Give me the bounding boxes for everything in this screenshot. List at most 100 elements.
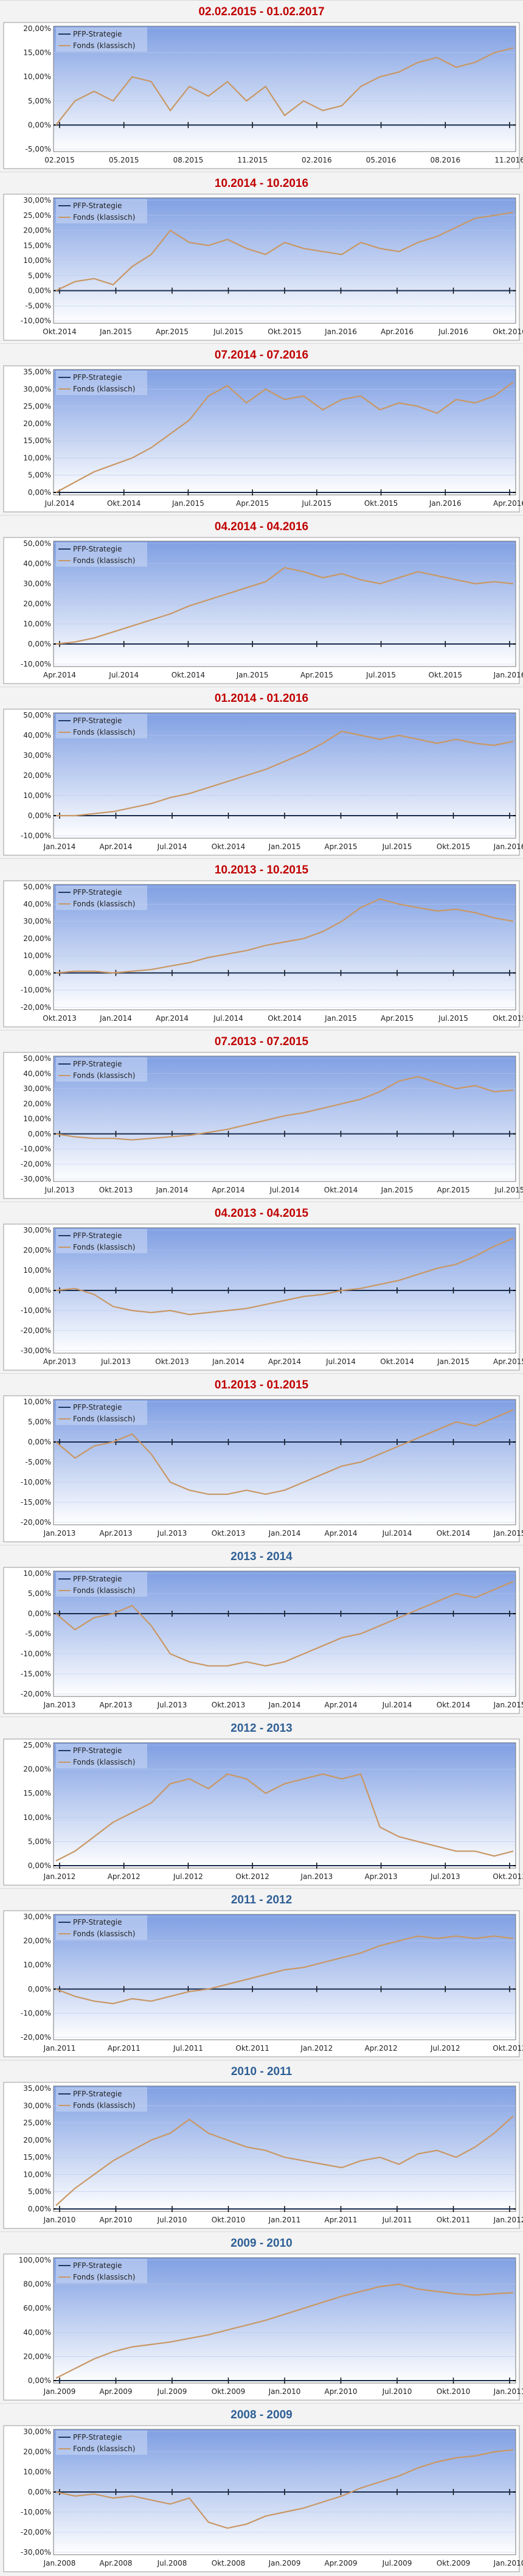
- chart-title: 10.2013 - 10.2015: [214, 864, 309, 877]
- y-tick-label: -10,00%: [21, 831, 51, 840]
- series-line-fund: [55, 898, 514, 974]
- y-tick-label: 100,00%: [19, 2256, 51, 2264]
- chart-svg: 10,00% 5,00% 0,00% -5,00% -10,00% -15,00% -20,…: [3, 1395, 523, 1542]
- x-tick-label: Apr.2011: [324, 2216, 357, 2224]
- chart-svg: 30,00% 25,00% 20,00% 15,00% 10,00% 5,00% 0,00%…: [3, 194, 523, 341]
- x-tick-label: Okt.2014: [437, 1701, 470, 1709]
- chart-svg: 30,00% 20,00% 10,00% 0,00% -10,00% -20,00% Jan…: [3, 1910, 523, 2057]
- y-tick-label: 10,00%: [23, 1115, 51, 1123]
- x-tick-label: 11.2016: [494, 156, 523, 164]
- y-tick-label: 40,00%: [23, 2328, 51, 2337]
- legend-label-fund: Fonds (klassisch): [73, 1930, 135, 1938]
- series-line-fund: [55, 1935, 514, 2004]
- legend-box: [56, 2259, 147, 2283]
- legend-label-strategy: PFP-Strategie: [73, 2261, 122, 2270]
- chart-title: 01.2013 - 01.2015: [214, 1379, 309, 1391]
- x-tick-label: Jan.2015: [493, 1529, 523, 1538]
- x-tick-label: Jan.2015: [99, 327, 132, 336]
- x-tick-label: 08.2015: [173, 156, 204, 164]
- x-tick-label: Okt.2014: [212, 842, 245, 851]
- chart-svg: 50,00% 40,00% 30,00% 20,00% 10,00% 0,00% -10,0…: [3, 537, 523, 684]
- y-tick-label: -10,00%: [21, 2508, 51, 2516]
- y-tick-label: -5,00%: [26, 1629, 51, 1638]
- series-line-fund: [55, 567, 514, 645]
- x-tick-label: Okt.2014: [43, 327, 76, 336]
- y-tick-label: -20,00%: [21, 2528, 51, 2536]
- chart-title: 07.2014 - 07.2016: [214, 349, 309, 362]
- y-tick-label: 20,00%: [23, 771, 51, 780]
- y-tick-label: 10,00%: [23, 2468, 51, 2476]
- y-tick-label: -30,00%: [21, 1346, 51, 1355]
- y-tick-label: 25,00%: [23, 211, 51, 220]
- y-tick-label: 0,00%: [28, 1438, 51, 1446]
- chart-svg: 35,00% 30,00% 25,00% 20,00% 15,00% 10,00% 5,00…: [3, 2082, 523, 2229]
- y-tick-label: 5,00%: [28, 471, 51, 480]
- x-tick-label: Jan.2016: [324, 327, 357, 336]
- y-tick-label: -20,00%: [21, 1160, 51, 1168]
- legend-label-fund: Fonds (klassisch): [73, 728, 135, 737]
- x-tick-label: Jan.2016: [493, 842, 523, 851]
- y-tick-label: -20,00%: [21, 1690, 51, 1698]
- x-tick-label: Apr.2013: [365, 1872, 398, 1881]
- legend-box: [56, 1572, 147, 1597]
- y-tick-label: 5,00%: [28, 271, 51, 280]
- x-tick-label: Jan.2011: [268, 2216, 301, 2224]
- legend-label-strategy: PFP-Strategie: [73, 1403, 122, 1412]
- y-tick-label: 0,00%: [28, 1861, 51, 1870]
- y-tick-label: -30,00%: [21, 1175, 51, 1183]
- x-tick-label: Jul.2012: [430, 2044, 460, 2053]
- x-tick-label: Okt.2014: [268, 1014, 301, 1023]
- series-line-fund: [55, 2283, 514, 2379]
- x-tick-label: Apr.2016: [381, 327, 414, 336]
- legend-label-strategy: PFP-Strategie: [73, 30, 122, 38]
- x-tick-label: Apr.2008: [99, 2559, 132, 2567]
- chart-svg: 30,00% 20,00% 10,00% 0,00% -10,00% -20,00% -30…: [3, 1223, 523, 1371]
- y-tick-label: 20,00%: [23, 24, 51, 33]
- series-line-fund: [55, 2115, 514, 2207]
- x-tick-label: Apr.2014: [43, 671, 76, 679]
- y-tick-label: 10,00%: [23, 1961, 51, 1969]
- y-tick-label: 30,00%: [23, 1085, 51, 1093]
- x-tick-label: Okt.2014: [437, 1529, 470, 1538]
- y-tick-label: -10,00%: [21, 2009, 51, 2017]
- chart-title: 07.2013 - 07.2015: [214, 1035, 309, 1048]
- x-tick-label: Apr.2015: [437, 1186, 469, 1194]
- y-tick-label: -10,00%: [21, 660, 51, 668]
- y-tick-label: 5,00%: [28, 97, 51, 105]
- y-tick-label: 0,00%: [28, 287, 51, 295]
- y-tick-label: 20,00%: [23, 1099, 51, 1108]
- y-tick-label: 30,00%: [23, 2101, 51, 2110]
- chart-panel: 01.2013 - 01.2015 10,00% 5,00% 0,00% -5,00% -…: [0, 1373, 523, 1545]
- chart-panel: 2008 - 2009 30,00% 20,00% 10,00% 0,00% -10,00…: [0, 2403, 523, 2575]
- x-tick-label: Jul.2013: [430, 1872, 460, 1881]
- legend-label-fund: Fonds (klassisch): [73, 556, 135, 565]
- x-tick-label: Jul.2013: [157, 1701, 187, 1709]
- chart-title: 04.2014 - 04.2016: [214, 520, 309, 533]
- chart-svg: 30,00% 20,00% 10,00% 0,00% -10,00% -20,00% -30…: [3, 2425, 523, 2572]
- legend-label-strategy: PFP-Strategie: [73, 1918, 122, 1927]
- y-tick-label: 20,00%: [23, 1246, 51, 1255]
- x-tick-label: Okt.2009: [437, 2559, 470, 2567]
- y-tick-label: 0,00%: [28, 121, 51, 129]
- y-tick-label: 40,00%: [23, 900, 51, 908]
- x-tick-label: Jul.2014: [44, 499, 75, 508]
- chart-title: 01.2014 - 01.2016: [214, 692, 309, 705]
- y-tick-label: 15,00%: [23, 436, 51, 445]
- legend-label-fund: Fonds (klassisch): [73, 1243, 135, 1251]
- y-tick-label: 0,00%: [28, 2205, 51, 2213]
- x-tick-label: Jan.2014: [268, 1529, 301, 1538]
- legend-label-strategy: PFP-Strategie: [73, 1575, 122, 1583]
- chart-panel: 04.2014 - 04.2016 50,00% 40,00% 30,00% 20,00…: [0, 515, 523, 687]
- y-tick-label: -10,00%: [21, 317, 51, 325]
- legend-box: [56, 714, 147, 738]
- x-tick-label: Jan.2014: [268, 1701, 301, 1709]
- legend-label-strategy: PFP-Strategie: [73, 201, 122, 210]
- x-tick-label: Jan.2009: [268, 2559, 301, 2567]
- y-tick-label: 10,00%: [23, 1266, 51, 1275]
- y-tick-label: 0,00%: [28, 1609, 51, 1618]
- y-tick-label: 40,00%: [23, 559, 51, 568]
- x-tick-label: Okt.2015: [437, 842, 470, 851]
- x-tick-label: Jul.2014: [325, 1357, 356, 1366]
- x-tick-label: Jul.2009: [382, 2559, 412, 2567]
- y-tick-label: 15,00%: [23, 2153, 51, 2161]
